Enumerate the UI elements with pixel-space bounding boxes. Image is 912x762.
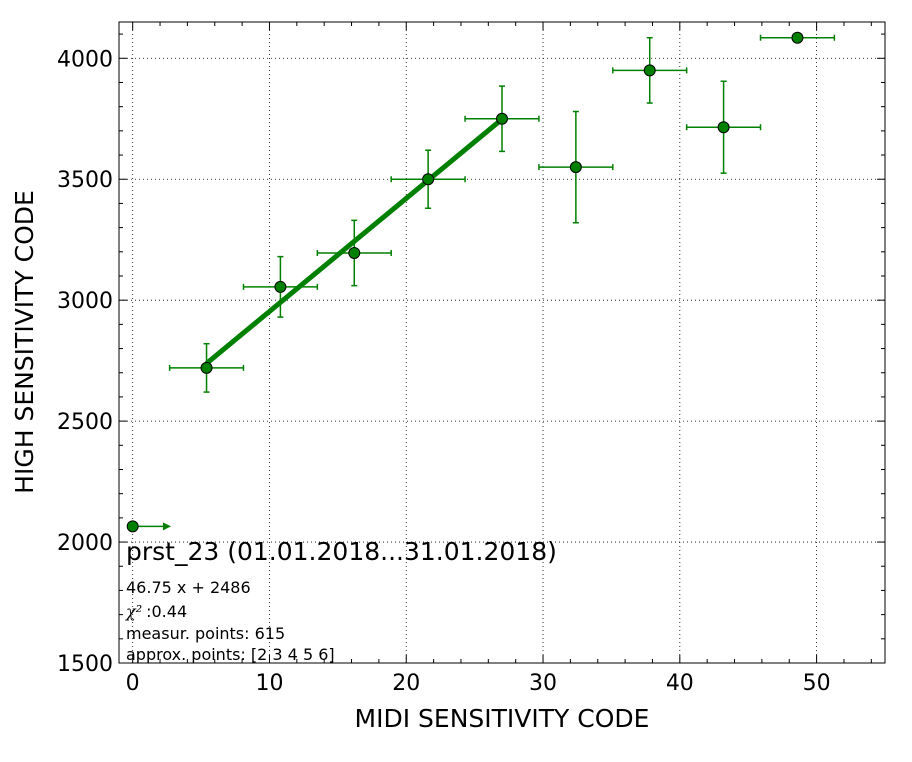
x-tick-label: 0 (126, 671, 140, 696)
x-tick-label: 10 (255, 671, 283, 696)
chi2-value: :0.44 (146, 602, 187, 621)
plot-frame (118, 21, 886, 664)
annotation-approx-points: approx. points: [2 3 4 5 6] (126, 645, 335, 664)
ticks (119, 22, 885, 664)
annotation-chi2: χ²:0.44 (125, 602, 187, 621)
x-tick-label: 30 (529, 671, 557, 696)
y-axis-label: HIGH SENSITIVITY CODE (10, 190, 39, 494)
y-tick-label: 1500 (57, 652, 113, 677)
data-points (126, 31, 804, 533)
grid (119, 22, 885, 664)
x-tick-label: 20 (392, 671, 420, 696)
error-bars (132, 34, 836, 531)
y-tick-label: 2500 (57, 410, 113, 435)
data-point (791, 31, 804, 44)
annotation-equation: 46.75 x + 2486 (126, 578, 251, 597)
data-point (422, 173, 435, 186)
data-point (569, 161, 582, 174)
y-tick-label: 4000 (57, 47, 113, 72)
y-tick-label: 3000 (57, 289, 113, 314)
x-tick-label: 40 (666, 671, 694, 696)
data-point (717, 121, 730, 134)
data-point (496, 112, 508, 125)
x-tick-label: 50 (803, 671, 831, 696)
limit-arrow-head (162, 522, 171, 531)
chi2-symbol: χ² (125, 602, 142, 621)
x-axis-label: MIDI SENSITIVITY CODE (355, 704, 650, 733)
data-point (274, 280, 287, 293)
data-point (643, 64, 656, 77)
data-point (200, 361, 213, 374)
annotation-measur-points: measur. points: 615 (126, 624, 285, 643)
y-tick-labels: 1500 2000 2500 3000 3500 4000 (57, 47, 113, 677)
x-tick-labels: 0 10 20 30 40 50 (126, 671, 831, 696)
y-tick-label: 2000 (57, 531, 113, 556)
data-point (348, 247, 361, 260)
annotation-title: prst_23 (01.01.2018...31.01.2018) (126, 537, 557, 566)
data-point (126, 520, 139, 533)
y-tick-label: 3500 (57, 168, 113, 193)
